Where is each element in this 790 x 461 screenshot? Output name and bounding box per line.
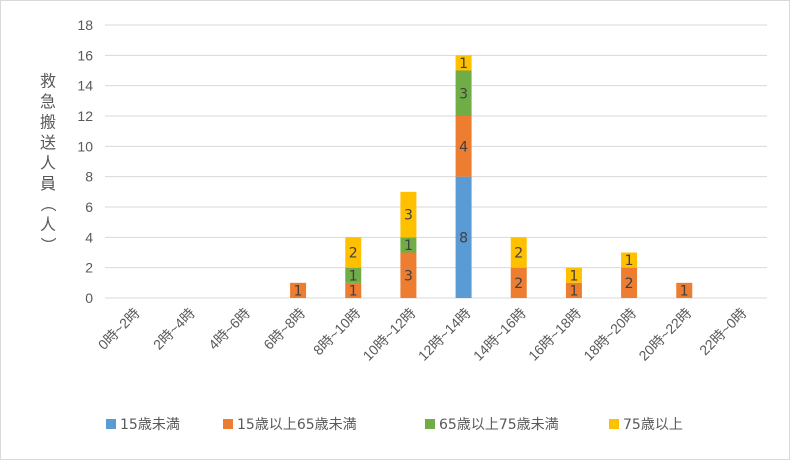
y-tick-label: 6 bbox=[85, 199, 93, 215]
x-tick-label: 8時~10時 bbox=[310, 305, 363, 358]
legend-label: 75歳以上 bbox=[623, 417, 683, 433]
y-axis-title-char: 員 bbox=[40, 174, 56, 193]
x-tick-label: 6時~8時 bbox=[260, 305, 308, 353]
y-tick-label: 0 bbox=[85, 290, 93, 306]
y-tick-label: 14 bbox=[77, 78, 93, 94]
x-tick-label: 14時~16時 bbox=[470, 305, 529, 364]
legend-swatch bbox=[223, 419, 233, 429]
bar-segment bbox=[676, 282, 693, 298]
x-tick-label: 20時~22時 bbox=[635, 305, 694, 364]
y-tick-label: 8 bbox=[85, 169, 93, 185]
data-label: 4 bbox=[459, 139, 468, 155]
bar-segment bbox=[400, 191, 417, 238]
data-label: 1 bbox=[625, 253, 634, 269]
bar-segment bbox=[510, 237, 527, 268]
data-label: 1 bbox=[294, 283, 303, 299]
bar-segment bbox=[345, 267, 362, 283]
bar-segment bbox=[455, 55, 472, 71]
bar-segment bbox=[565, 267, 582, 283]
x-tick-label: 4時~6時 bbox=[205, 305, 253, 353]
data-label: 2 bbox=[349, 246, 358, 262]
data-label: 1 bbox=[404, 238, 413, 254]
data-label: 8 bbox=[459, 230, 468, 246]
data-label: 1 bbox=[349, 283, 358, 299]
data-label: 3 bbox=[404, 268, 413, 284]
bar-segment bbox=[290, 282, 307, 298]
bar-segment bbox=[455, 176, 472, 298]
bar-segment bbox=[400, 252, 417, 298]
data-label: 1 bbox=[569, 268, 578, 284]
y-axis-title-char: 人 bbox=[40, 154, 56, 173]
x-tick-label: 12時~14時 bbox=[415, 305, 474, 364]
legend: 15歳未満 15歳以上65歳未満 65歳以上75歳未満 75歳以上 bbox=[106, 417, 683, 433]
bar-segment bbox=[400, 237, 417, 253]
legend-swatch bbox=[609, 419, 619, 429]
bar-segment bbox=[565, 282, 582, 298]
bar-segment bbox=[455, 70, 472, 116]
y-tick-label: 18 bbox=[77, 17, 93, 33]
bar-segment bbox=[345, 237, 362, 268]
x-tick-label: 10時~12時 bbox=[360, 305, 419, 364]
x-tick-label: 16時~18時 bbox=[525, 305, 584, 364]
y-axis-title-char: （ bbox=[39, 196, 58, 212]
gridlines bbox=[105, 24, 767, 299]
y-axis-title-char: ） bbox=[39, 237, 58, 253]
x-tick-label: 0時~2時 bbox=[95, 305, 143, 353]
data-label: 2 bbox=[514, 276, 523, 292]
y-tick-label: 10 bbox=[77, 138, 93, 154]
data-label: 3 bbox=[459, 86, 468, 102]
data-label: 1 bbox=[569, 283, 578, 299]
y-axis-title-char: 急 bbox=[40, 92, 56, 111]
x-tick-label: 22時~0時 bbox=[696, 305, 749, 358]
legend-label: 65歳以上75歳未満 bbox=[439, 417, 559, 433]
y-axis-ticks: 0 2 4 6 8 10 12 14 16 18 bbox=[77, 17, 93, 306]
y-axis-title-char: 送 bbox=[40, 133, 56, 152]
x-axis-ticks: 0時~2時 2時~4時 4時~6時 6時~8時 8時~10時10時~12時12時~14時… bbox=[95, 305, 750, 364]
bar-segment bbox=[345, 282, 362, 298]
y-axis-title-char: 人 bbox=[40, 215, 56, 234]
bar-segment bbox=[510, 267, 527, 298]
y-tick-label: 4 bbox=[85, 229, 93, 245]
data-label: 1 bbox=[680, 283, 689, 299]
y-tick-label: 2 bbox=[85, 260, 93, 276]
legend-label: 15歳未満 bbox=[120, 417, 180, 433]
data-label: 2 bbox=[625, 276, 634, 292]
y-tick-label: 12 bbox=[77, 108, 93, 124]
x-tick-label: 2時~4時 bbox=[150, 305, 198, 353]
y-axis-title-char: 救 bbox=[40, 72, 56, 91]
y-tick-label: 16 bbox=[77, 47, 93, 63]
data-label: 3 bbox=[404, 208, 413, 224]
legend-label: 15歳以上65歳未満 bbox=[237, 417, 357, 433]
data-label: 1 bbox=[459, 56, 468, 72]
legend-swatch bbox=[425, 419, 435, 429]
bar-segment bbox=[621, 267, 638, 298]
legend-swatch bbox=[106, 419, 116, 429]
x-tick-label: 18時~20時 bbox=[580, 305, 639, 364]
y-axis-title-char: 搬 bbox=[40, 113, 56, 132]
data-label: 2 bbox=[514, 246, 523, 262]
bar-segment bbox=[455, 116, 472, 177]
bar-segment bbox=[621, 252, 638, 268]
data-label: 1 bbox=[349, 268, 358, 284]
